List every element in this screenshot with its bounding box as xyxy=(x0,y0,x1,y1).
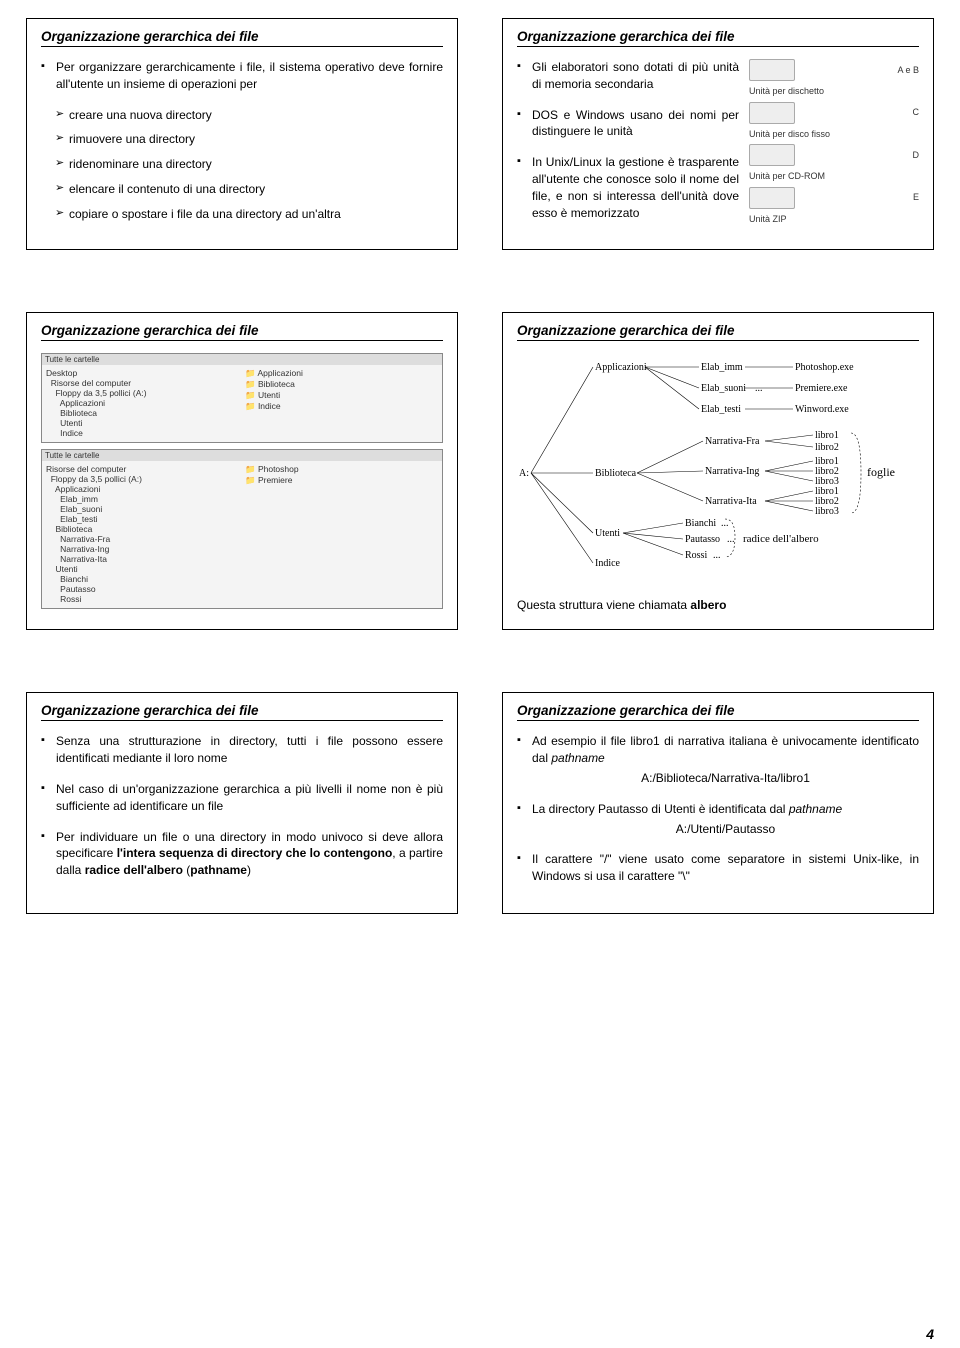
file-tree-diagram: A: Applicazioni Biblioteca Utenti Indice… xyxy=(517,353,919,588)
page-number: 4 xyxy=(926,1326,934,1342)
items-col: 📁 Applicazioni📁 Biblioteca📁 Utenti📁 Indi… xyxy=(245,368,438,438)
svg-text:...: ... xyxy=(721,518,729,529)
slide-5: Organizzazione gerarchica dei file Senza… xyxy=(26,692,458,914)
brace-foglie: foglie xyxy=(867,465,895,479)
bullet: DOS e Windows usano dei nomi per disting… xyxy=(517,107,739,141)
svg-text:...: ... xyxy=(755,383,763,394)
bullet: Il carattere "/" viene usato come separa… xyxy=(517,851,919,885)
slide-title: Organizzazione gerarchica dei file xyxy=(41,703,443,721)
slide-title: Organizzazione gerarchica dei file xyxy=(517,29,919,47)
bullet: Ad esempio il file libro1 di narrativa i… xyxy=(517,733,919,786)
svg-text:...: ... xyxy=(713,550,721,561)
tree-col: Risorse del computer Floppy da 3,5 polli… xyxy=(46,464,239,604)
svg-text:Applicazioni: Applicazioni xyxy=(595,362,647,373)
svg-text:Rossi: Rossi xyxy=(685,550,707,561)
intro-text: Per organizzare gerarchicamente i file, … xyxy=(41,59,443,93)
brace-radice: radice dell'albero xyxy=(743,533,819,545)
tree-col: Desktop Risorse del computer Floppy da 3… xyxy=(46,368,239,438)
slide-title: Organizzazione gerarchica dei file xyxy=(41,323,443,341)
op-item: copiare o spostare i file da una directo… xyxy=(55,206,443,223)
slide-3: Organizzazione gerarchica dei file Tutte… xyxy=(26,312,458,630)
svg-text:Elab_imm: Elab_imm xyxy=(701,362,743,373)
slide-2: Organizzazione gerarchica dei file Gli e… xyxy=(502,18,934,250)
svg-text:Bianchi: Bianchi xyxy=(685,518,716,529)
op-item: elencare il contenuto di una directory xyxy=(55,181,443,198)
svg-text:libro3: libro3 xyxy=(815,506,839,517)
drive-icon xyxy=(749,144,795,166)
slide-title: Organizzazione gerarchica dei file xyxy=(517,323,919,341)
drive-icon xyxy=(749,59,795,81)
explorer-screenshot-2: Tutte le cartelle Risorse del computer F… xyxy=(41,449,443,609)
slide-1: Organizzazione gerarchica dei file Per o… xyxy=(26,18,458,250)
svg-text:Narrativa-Fra: Narrativa-Fra xyxy=(705,436,760,447)
svg-text:Indice: Indice xyxy=(595,558,621,569)
drives-diagram: A e B Unità per dischetto C Unità per di… xyxy=(749,59,919,225)
svg-text:...: ... xyxy=(727,534,735,545)
svg-text:Photoshop.exe: Photoshop.exe xyxy=(795,362,854,373)
bullet: Per individuare un file o una directory … xyxy=(41,829,443,879)
pathname: A:/Utenti/Pautasso xyxy=(532,821,919,838)
svg-text:Pautasso: Pautasso xyxy=(685,534,720,545)
svg-text:Premiere.exe: Premiere.exe xyxy=(795,383,848,394)
explorer-screenshot-1: Tutte le cartelle Desktop Risorse del co… xyxy=(41,353,443,443)
svg-text:Winword.exe: Winword.exe xyxy=(795,404,849,415)
bullet: Senza una strutturazione in directory, t… xyxy=(41,733,443,767)
svg-text:Utenti: Utenti xyxy=(595,528,620,539)
svg-text:libro1: libro1 xyxy=(815,430,839,441)
svg-text:Narrativa-Ing: Narrativa-Ing xyxy=(705,466,759,477)
svg-text:Elab_suoni: Elab_suoni xyxy=(701,383,746,394)
slide-4: Organizzazione gerarchica dei file xyxy=(502,312,934,630)
slide-title: Organizzazione gerarchica dei file xyxy=(41,29,443,47)
svg-text:Elab_testi: Elab_testi xyxy=(701,404,741,415)
op-item: creare una nuova directory xyxy=(55,107,443,124)
pathname: A:/Biblioteca/Narrativa-Ita/libro1 xyxy=(532,770,919,787)
svg-text:Narrativa-Ita: Narrativa-Ita xyxy=(705,496,757,507)
items-col: 📁 Photoshop📁 Premiere xyxy=(245,464,438,604)
bullet: Gli elaboratori sono dotati di più unità… xyxy=(517,59,739,93)
drive-icon xyxy=(749,102,795,124)
svg-text:Biblioteca: Biblioteca xyxy=(595,468,637,479)
bullet: In Unix/Linux la gestione è trasparente … xyxy=(517,154,739,221)
op-item: rimuovere una directory xyxy=(55,131,443,148)
slide-title: Organizzazione gerarchica dei file xyxy=(517,703,919,721)
drive-icon xyxy=(749,187,795,209)
bullet: Nel caso di un'organizzazione gerarchica… xyxy=(41,781,443,815)
op-item: ridenominare una directory xyxy=(55,156,443,173)
slide-6: Organizzazione gerarchica dei file Ad es… xyxy=(502,692,934,914)
svg-text:libro2: libro2 xyxy=(815,442,839,453)
bullet: La directory Pautasso di Utenti è identi… xyxy=(517,801,919,838)
root-label: A: xyxy=(519,468,529,479)
tree-caption: Questa struttura viene chiamata albero xyxy=(517,598,919,612)
